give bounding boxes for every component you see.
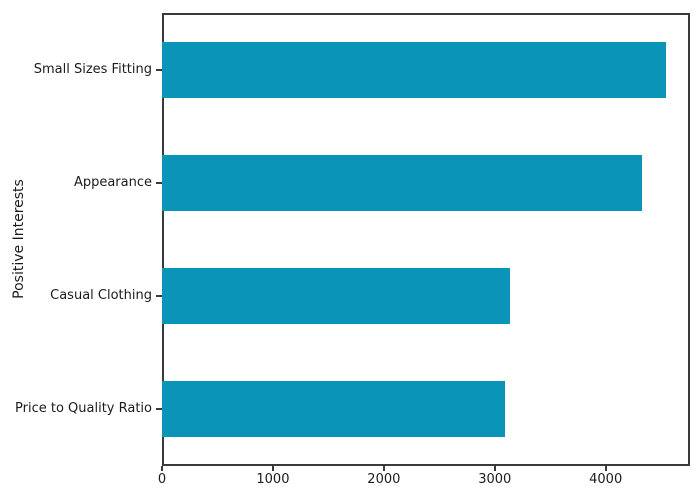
y-tick-label: Casual Clothing: [50, 288, 152, 304]
x-tick-mark: [382, 466, 385, 471]
y-tick-label: Small Sizes Fitting: [33, 61, 152, 77]
bar: [162, 268, 511, 325]
x-tick-mark: [161, 466, 163, 471]
x-tick-label: 2000: [367, 472, 401, 487]
x-tick-mark: [604, 466, 607, 471]
x-tick-label: 3000: [478, 472, 512, 487]
y-axis-title: Positive Interests: [11, 179, 27, 299]
x-tick-label: 4000: [589, 472, 623, 487]
y-tick-mark: [156, 295, 162, 298]
y-tick-label: Appearance: [73, 174, 152, 190]
bars-layer: [162, 13, 690, 466]
x-tick-mark: [271, 466, 274, 471]
bar: [162, 154, 643, 211]
y-tick-mark: [156, 68, 162, 71]
bar: [162, 41, 666, 98]
plot-area: [162, 13, 690, 466]
y-tick-mark: [156, 181, 162, 184]
x-tick-label: 1000: [256, 472, 290, 487]
x-tick-label: 0: [157, 472, 167, 487]
y-tick-mark: [156, 408, 162, 411]
x-tick-mark: [493, 466, 496, 471]
bar: [162, 381, 505, 438]
y-tick-label: Price to Quality Ratio: [15, 401, 152, 417]
